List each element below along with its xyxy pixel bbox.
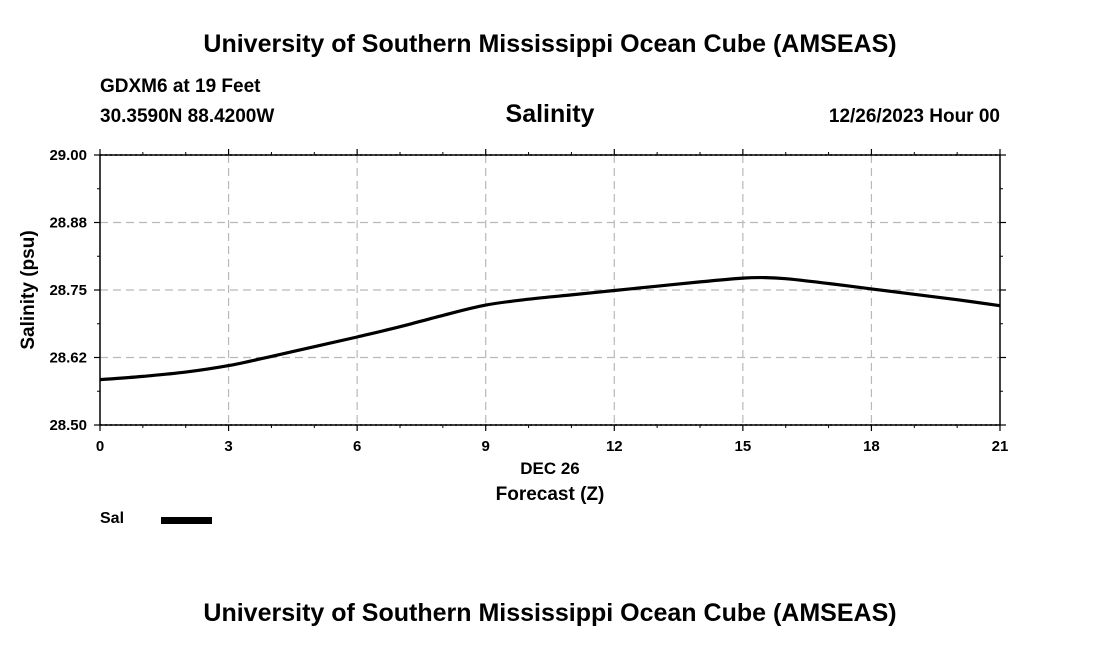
x-axis-label: Forecast (Z) (496, 484, 605, 505)
x-tick-label: 15 (735, 438, 752, 455)
y-tick-label: 28.62 (49, 350, 87, 367)
legend-label: Sal (100, 510, 125, 527)
top-title: University of Southern Mississippi Ocean… (203, 30, 897, 58)
station-label: GDXM6 at 19 Feet (100, 76, 261, 97)
x-tick-label: 6 (353, 438, 361, 455)
coordinates-label: 30.3590N 88.4200W (100, 106, 275, 127)
x-date-label: DEC 26 (520, 459, 580, 478)
plot-frame (99, 154, 1001, 426)
x-tick-label: 12 (606, 438, 623, 455)
x-tick-label: 0 (96, 438, 104, 455)
salinity-chart: 0 3 6 9 12 15 18 21 28.50 28.62 28.75 28.88 29.00 DE… (18, 147, 1008, 505)
legend-line-swatch (161, 517, 212, 524)
grid-lines (100, 154, 1000, 426)
tick-labels: 0 3 6 9 12 15 18 21 28.50 28.62 28.75 28.88 29.00 (49, 147, 1008, 455)
x-tick-label: 21 (992, 438, 1009, 455)
series-line-sal (99, 275, 1001, 382)
bottom-title: University of Southern Mississippi Ocean… (203, 599, 897, 627)
x-tick-label: 18 (863, 438, 880, 455)
series-lines (99, 275, 1001, 382)
y-tick-label: 29.00 (49, 147, 87, 164)
y-tick-label: 28.88 (49, 215, 87, 232)
y-tick-label: 28.50 (49, 417, 87, 434)
y-axis-label: Salinity (psu) (18, 230, 39, 349)
forecast-datetime: 12/26/2023 Hour 00 (828, 106, 1000, 127)
x-tick-label: 3 (224, 438, 232, 455)
parameter-title: Salinity (505, 100, 595, 128)
x-tick-label: 9 (482, 438, 490, 455)
y-tick-label: 28.75 (49, 282, 87, 299)
